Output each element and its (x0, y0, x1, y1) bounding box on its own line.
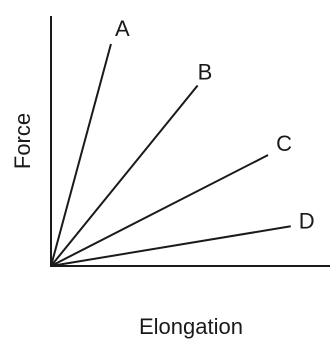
line-label-a: A (115, 16, 130, 41)
series-layer: A B C D (50, 16, 315, 267)
y-axis-label: Force (10, 113, 35, 169)
line-label-c: C (276, 131, 292, 156)
line-b (50, 84, 199, 267)
line-label-d: D (299, 208, 315, 233)
line-label-b: B (198, 60, 213, 85)
line-d (50, 225, 291, 267)
line-c (50, 154, 269, 267)
line-a (50, 43, 112, 267)
x-axis-label: Elongation (139, 314, 243, 339)
